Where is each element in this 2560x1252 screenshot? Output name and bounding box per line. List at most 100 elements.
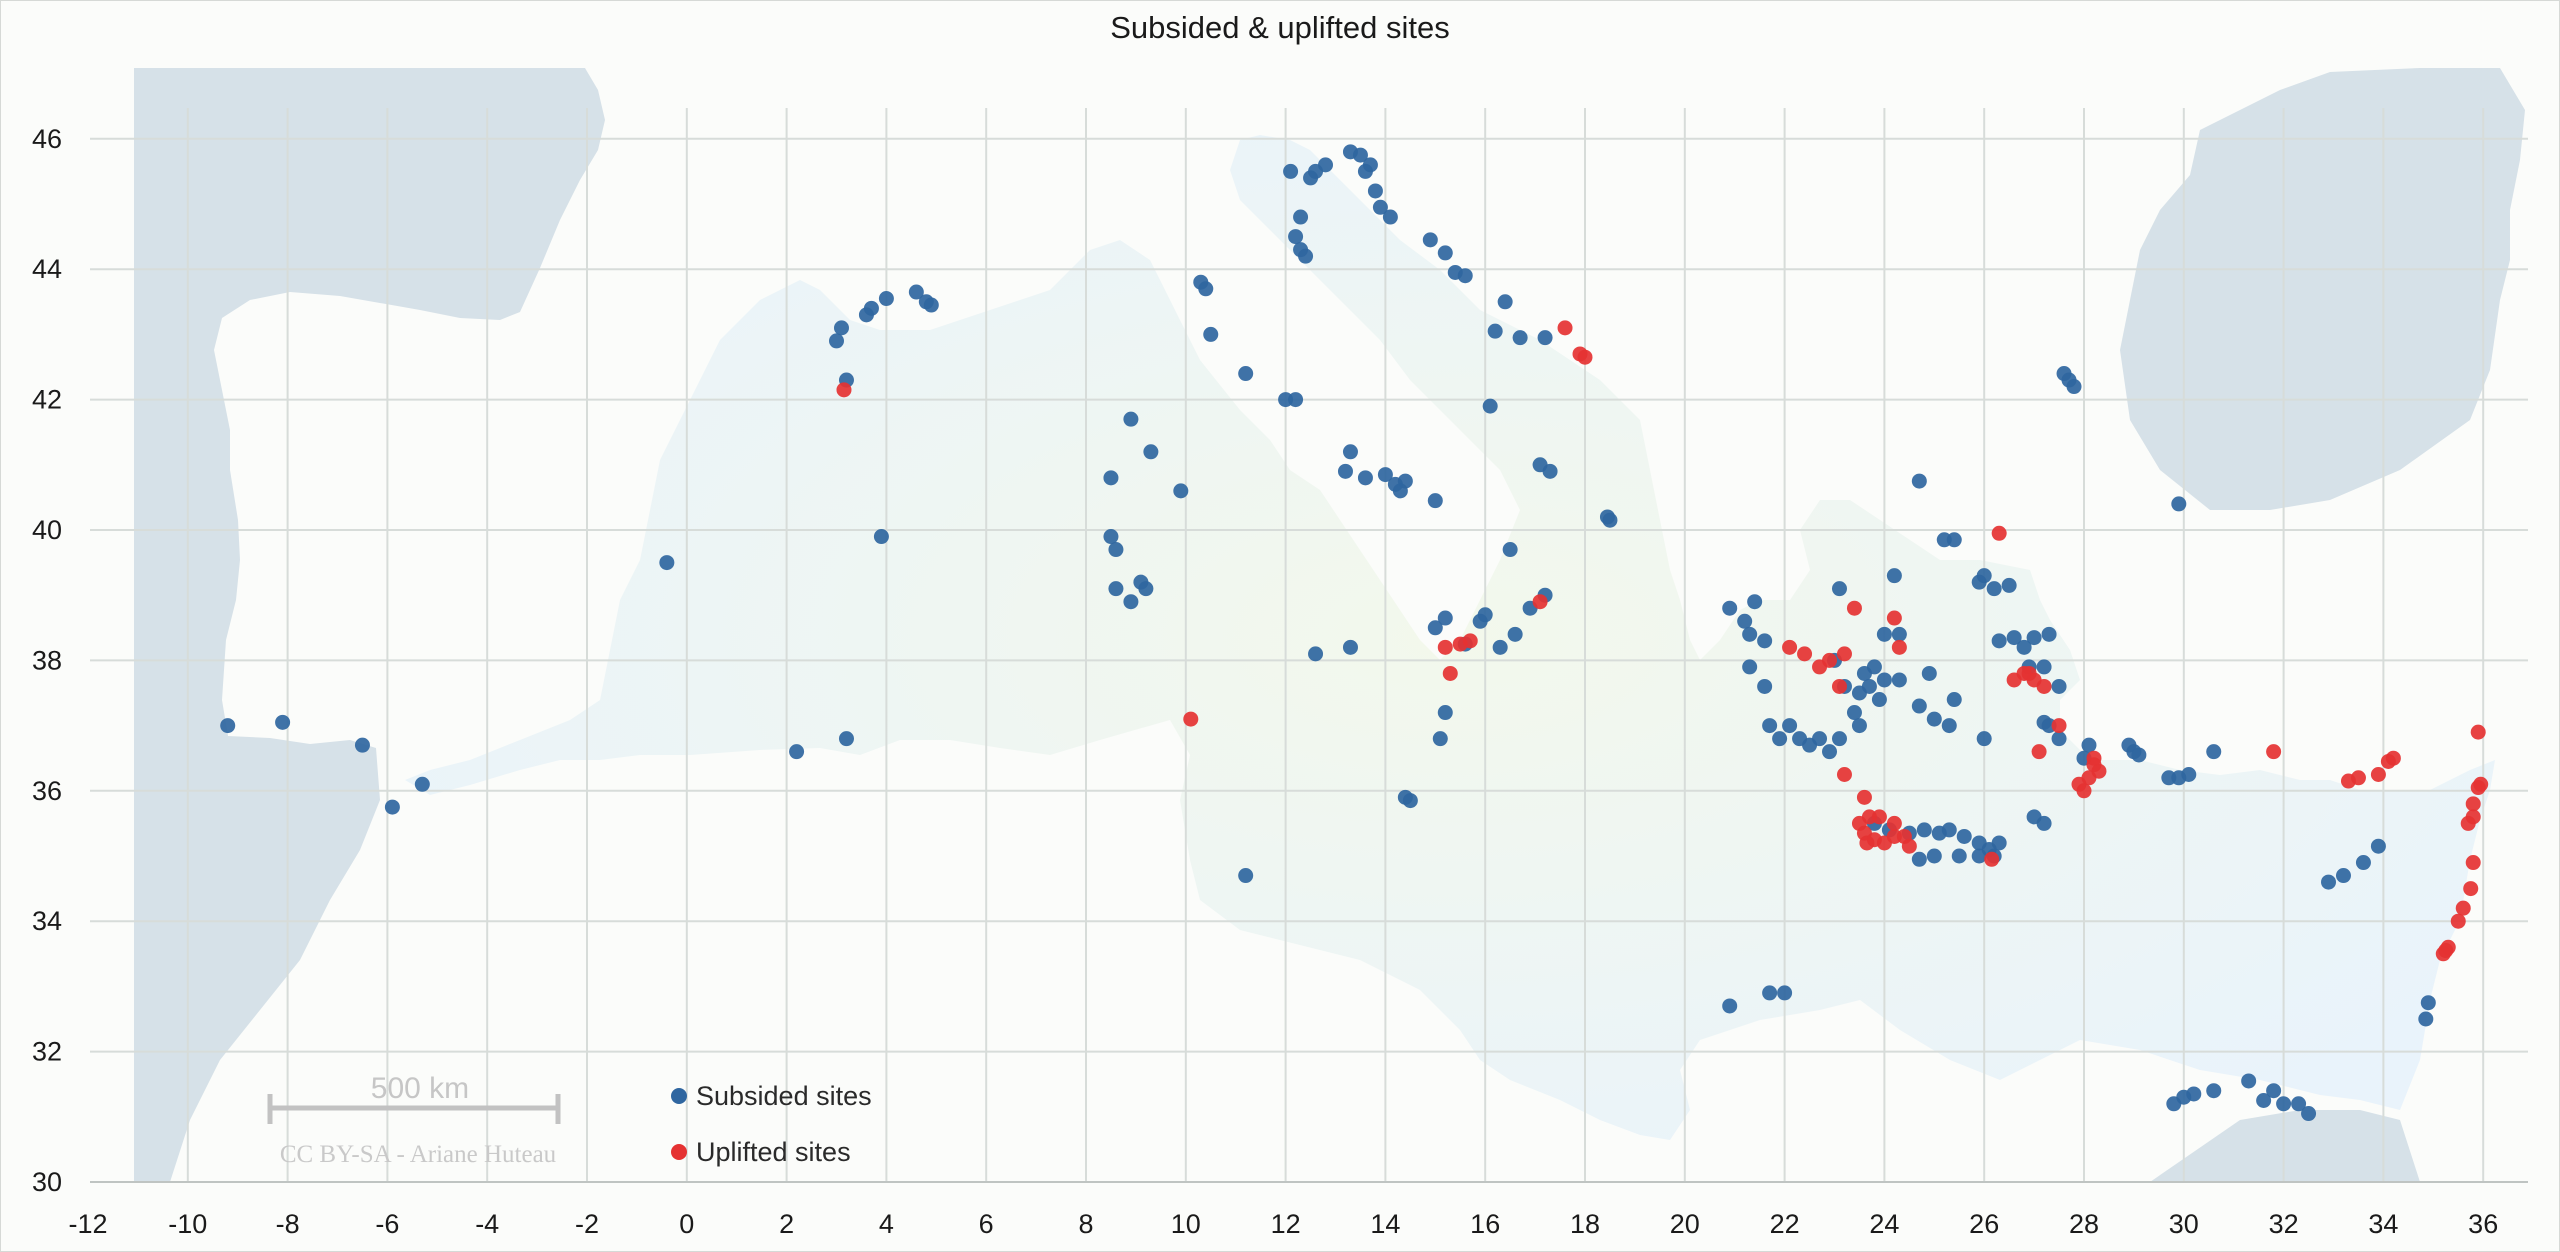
subsided-site-point — [1812, 731, 1828, 747]
uplifted-site-point — [2021, 665, 2037, 681]
y-tick-label: 40 — [32, 515, 62, 545]
subsided-site-point — [878, 291, 894, 307]
subsided-site-point — [1757, 633, 1773, 649]
x-tick-label: -2 — [575, 1209, 599, 1239]
mediterranean-sea — [405, 135, 2495, 1140]
subsided-site-point — [1871, 692, 1887, 708]
y-tick-label: 34 — [32, 906, 62, 936]
subsided-site-point — [1946, 532, 1962, 548]
x-tick-label: -8 — [276, 1209, 300, 1239]
uplifted-site-point — [1856, 789, 1872, 805]
legend-label-subsided: Subsided sites — [696, 1081, 872, 1111]
subsided-site-point — [1742, 659, 1758, 675]
subsided-site-point — [1487, 323, 1503, 339]
subsided-site-point — [2355, 855, 2371, 871]
subsided-site-point — [1372, 199, 1388, 215]
subsided-site-point — [1722, 998, 1738, 1014]
x-tick-label: 36 — [2468, 1209, 2498, 1239]
subsided-site-point — [1367, 183, 1383, 199]
subsided-site-point — [1288, 392, 1304, 408]
uplifted-site-point — [2051, 718, 2067, 734]
subsided-site-point — [1976, 731, 1992, 747]
x-tick-label: -4 — [475, 1209, 499, 1239]
uplifted-site-point — [1984, 851, 2000, 867]
subsided-site-point — [1747, 594, 1763, 610]
uplifted-site-point — [2350, 770, 2366, 786]
subsided-site-point — [1108, 581, 1124, 597]
subsided-site-point — [1402, 793, 1418, 809]
subsided-site-point — [2256, 1093, 2272, 1108]
subsided-site-point — [1921, 665, 1937, 681]
subsided-site-point — [1173, 483, 1189, 499]
y-tick-label: 42 — [32, 385, 62, 415]
subsided-site-point — [1103, 470, 1119, 486]
x-tick-label: 22 — [1770, 1209, 1800, 1239]
subsided-site-point — [1427, 620, 1443, 636]
subsided-site-point — [2171, 496, 2187, 512]
subsided-site-point — [2036, 815, 2052, 831]
uplifted-site-point — [1886, 815, 1902, 831]
subsided-site-point — [1911, 851, 1927, 867]
uplifted-site-point — [1797, 646, 1813, 662]
subsided-site-point — [1891, 626, 1907, 642]
subsided-site-point — [2041, 626, 2057, 642]
subsided-site-point — [2006, 630, 2022, 646]
x-tick-label: 2 — [779, 1209, 794, 1239]
subsided-site-point — [659, 555, 675, 571]
subsided-site-point — [1941, 718, 1957, 734]
subsided-site-point — [1437, 610, 1453, 626]
subsided-site-point — [1846, 705, 1862, 721]
uplifted-site-point — [2465, 855, 2481, 871]
subsided-site-point — [1123, 594, 1139, 610]
scale-bar: 500 km — [267, 1072, 561, 1124]
subsided-site-point — [908, 284, 924, 300]
subsided-site-point — [1886, 568, 1902, 584]
uplifted-site-point — [1462, 633, 1478, 649]
subsided-site-point — [2081, 737, 2097, 753]
subsided-site-point — [863, 300, 879, 316]
subsided-site-point — [2420, 995, 2436, 1011]
x-tick-label: 10 — [1171, 1209, 1201, 1239]
subsided-site-point — [2026, 630, 2042, 646]
subsided-site-point — [1308, 646, 1324, 662]
uplifted-site-point — [2463, 881, 2479, 897]
subsided-site-point — [1762, 718, 1778, 734]
x-tick-label: 28 — [2069, 1209, 2099, 1239]
subsided-site-point — [1138, 581, 1154, 597]
subsided-site-point — [2206, 744, 2222, 760]
subsided-site-point — [2335, 868, 2351, 884]
subsided-site-point — [1599, 509, 1615, 525]
uplifted-site-point — [1442, 665, 1458, 681]
uplifted-site-point — [2465, 796, 2481, 812]
subsided-site-point — [1432, 731, 1448, 747]
red-sea — [2150, 1110, 2420, 1182]
uplifted-site-point — [2438, 943, 2454, 959]
subsided-site-point — [1337, 463, 1353, 479]
subsided-site-point — [873, 529, 889, 545]
subsided-site-point — [923, 297, 939, 313]
y-tick-label: 30 — [32, 1167, 62, 1197]
x-tick-label: -6 — [375, 1209, 399, 1239]
uplifted-site-point — [2470, 780, 2486, 796]
x-tick-label: 24 — [1869, 1209, 1899, 1239]
subsided-site-point — [2206, 1083, 2222, 1099]
x-tick-label: -10 — [168, 1209, 207, 1239]
subsided-site-point — [1941, 822, 1957, 838]
subsided-site-point — [2321, 874, 2337, 890]
atlantic-ocean — [134, 68, 605, 1182]
subsided-site-point — [1911, 473, 1927, 489]
y-tick-label: 36 — [32, 776, 62, 806]
subsided-site-point — [1198, 281, 1214, 297]
subsided-site-point — [789, 744, 805, 760]
subsided-site-point — [1123, 411, 1139, 427]
legend: Subsided sites Uplifted sites — [671, 1081, 872, 1167]
subsided-site-point — [1392, 483, 1408, 499]
uplifted-site-point — [1836, 646, 1852, 662]
subsided-site-point — [1382, 209, 1398, 225]
subsided-site-point — [1926, 711, 1942, 727]
subsided-site-point — [2051, 731, 2067, 747]
subsided-site-point — [2291, 1096, 2307, 1112]
subsided-site-point — [833, 320, 849, 336]
subsided-site-point — [1352, 147, 1368, 163]
subsided-site-point — [1342, 444, 1358, 460]
